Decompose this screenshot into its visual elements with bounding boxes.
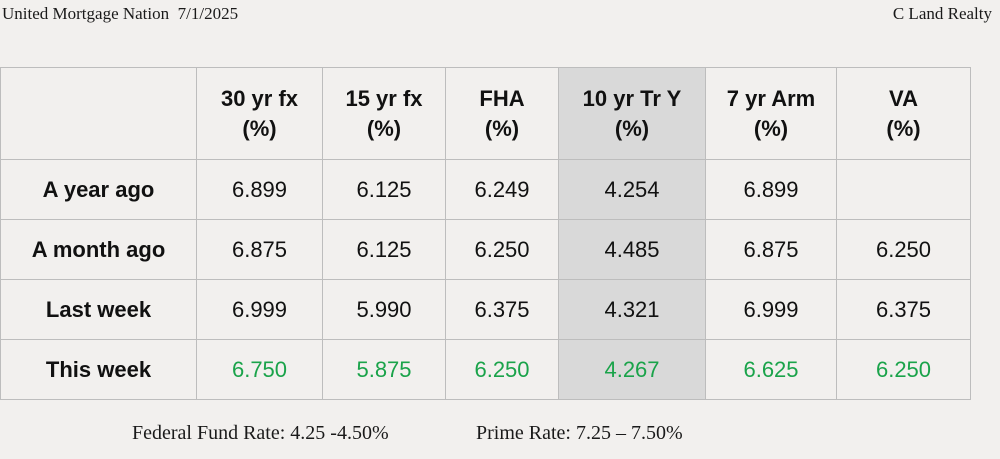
footer-rates: Federal Fund Rate: 4.25 -4.50% Prime Rate… — [132, 422, 683, 445]
rate-cell: 6.249 — [445, 159, 559, 220]
rate-cell-current: 4.267 — [558, 339, 706, 400]
rate-cell: 5.990 — [322, 279, 446, 340]
table-header-row: 30 yr fx (%) 15 yr fx (%) FHA (%) 10 yr … — [0, 67, 971, 160]
rate-cell: 4.254 — [558, 159, 706, 220]
column-unit: (%) — [366, 115, 402, 141]
rate-cell: 4.485 — [558, 219, 706, 280]
row-label: A year ago — [0, 159, 197, 220]
rate-cell-current: 6.250 — [836, 339, 971, 400]
header-15yr-fixed: 15 yr fx (%) — [322, 67, 446, 160]
header-corner-cell — [0, 67, 197, 160]
column-title: VA — [889, 85, 918, 111]
rate-cell: 6.125 — [322, 219, 446, 280]
rate-cell: 6.875 — [705, 219, 837, 280]
table-row: A year ago 6.899 6.125 6.249 4.254 6.899 — [0, 159, 971, 220]
rate-cell: 6.899 — [705, 159, 837, 220]
rate-cell: 6.125 — [322, 159, 446, 220]
federal-fund-rate: Federal Fund Rate: 4.25 -4.50% — [132, 422, 389, 444]
header-30yr-fixed: 30 yr fx (%) — [196, 67, 323, 160]
mortgage-rates-table: 30 yr fx (%) 15 yr fx (%) FHA (%) 10 yr … — [0, 67, 971, 400]
rate-cell: 6.375 — [445, 279, 559, 340]
column-unit: (%) — [614, 115, 650, 141]
company-name: C Land Realty — [892, 4, 992, 23]
rate-cell-current: 5.875 — [322, 339, 446, 400]
column-title: 10 yr Tr Y — [582, 85, 682, 111]
column-title: 15 yr fx — [345, 85, 423, 111]
rate-cell: 6.899 — [196, 159, 323, 220]
column-title: 7 yr Arm — [726, 85, 816, 111]
table-row-this-week: This week 6.750 5.875 6.250 4.267 6.625 … — [0, 339, 971, 400]
rate-cell: 6.250 — [836, 219, 971, 280]
column-unit: (%) — [753, 115, 789, 141]
column-title: FHA — [479, 85, 525, 111]
row-label: Last week — [0, 279, 197, 340]
rate-cell: 6.999 — [705, 279, 837, 340]
column-unit: (%) — [484, 115, 520, 141]
column-unit: (%) — [242, 115, 277, 141]
header-fha: FHA (%) — [445, 67, 559, 160]
rate-cell-current: 6.625 — [705, 339, 837, 400]
rate-cell — [836, 159, 971, 220]
rate-cell: 6.875 — [196, 219, 323, 280]
row-label: This week — [0, 339, 197, 400]
header-10yr-treasury: 10 yr Tr Y (%) — [558, 67, 706, 160]
row-label: A month ago — [0, 219, 197, 280]
rate-cell: 4.321 — [558, 279, 706, 340]
header-va: VA (%) — [836, 67, 971, 160]
table-row: Last week 6.999 5.990 6.375 4.321 6.999 … — [0, 279, 971, 340]
column-title: 30 yr fx — [220, 85, 299, 111]
column-unit: (%) — [886, 115, 921, 141]
prime-rate: Prime Rate: 7.25 – 7.50% — [476, 422, 683, 444]
report-title: United Mortgage Nation 7/1/2025 — [2, 4, 239, 23]
rate-cell-current: 6.250 — [445, 339, 559, 400]
rate-cell-current: 6.750 — [196, 339, 323, 400]
rate-cell: 6.250 — [445, 219, 559, 280]
table-row: A month ago 6.875 6.125 6.250 4.485 6.87… — [0, 219, 971, 280]
rate-cell: 6.375 — [836, 279, 971, 340]
header-7yr-arm: 7 yr Arm (%) — [705, 67, 837, 160]
rate-cell: 6.999 — [196, 279, 323, 340]
